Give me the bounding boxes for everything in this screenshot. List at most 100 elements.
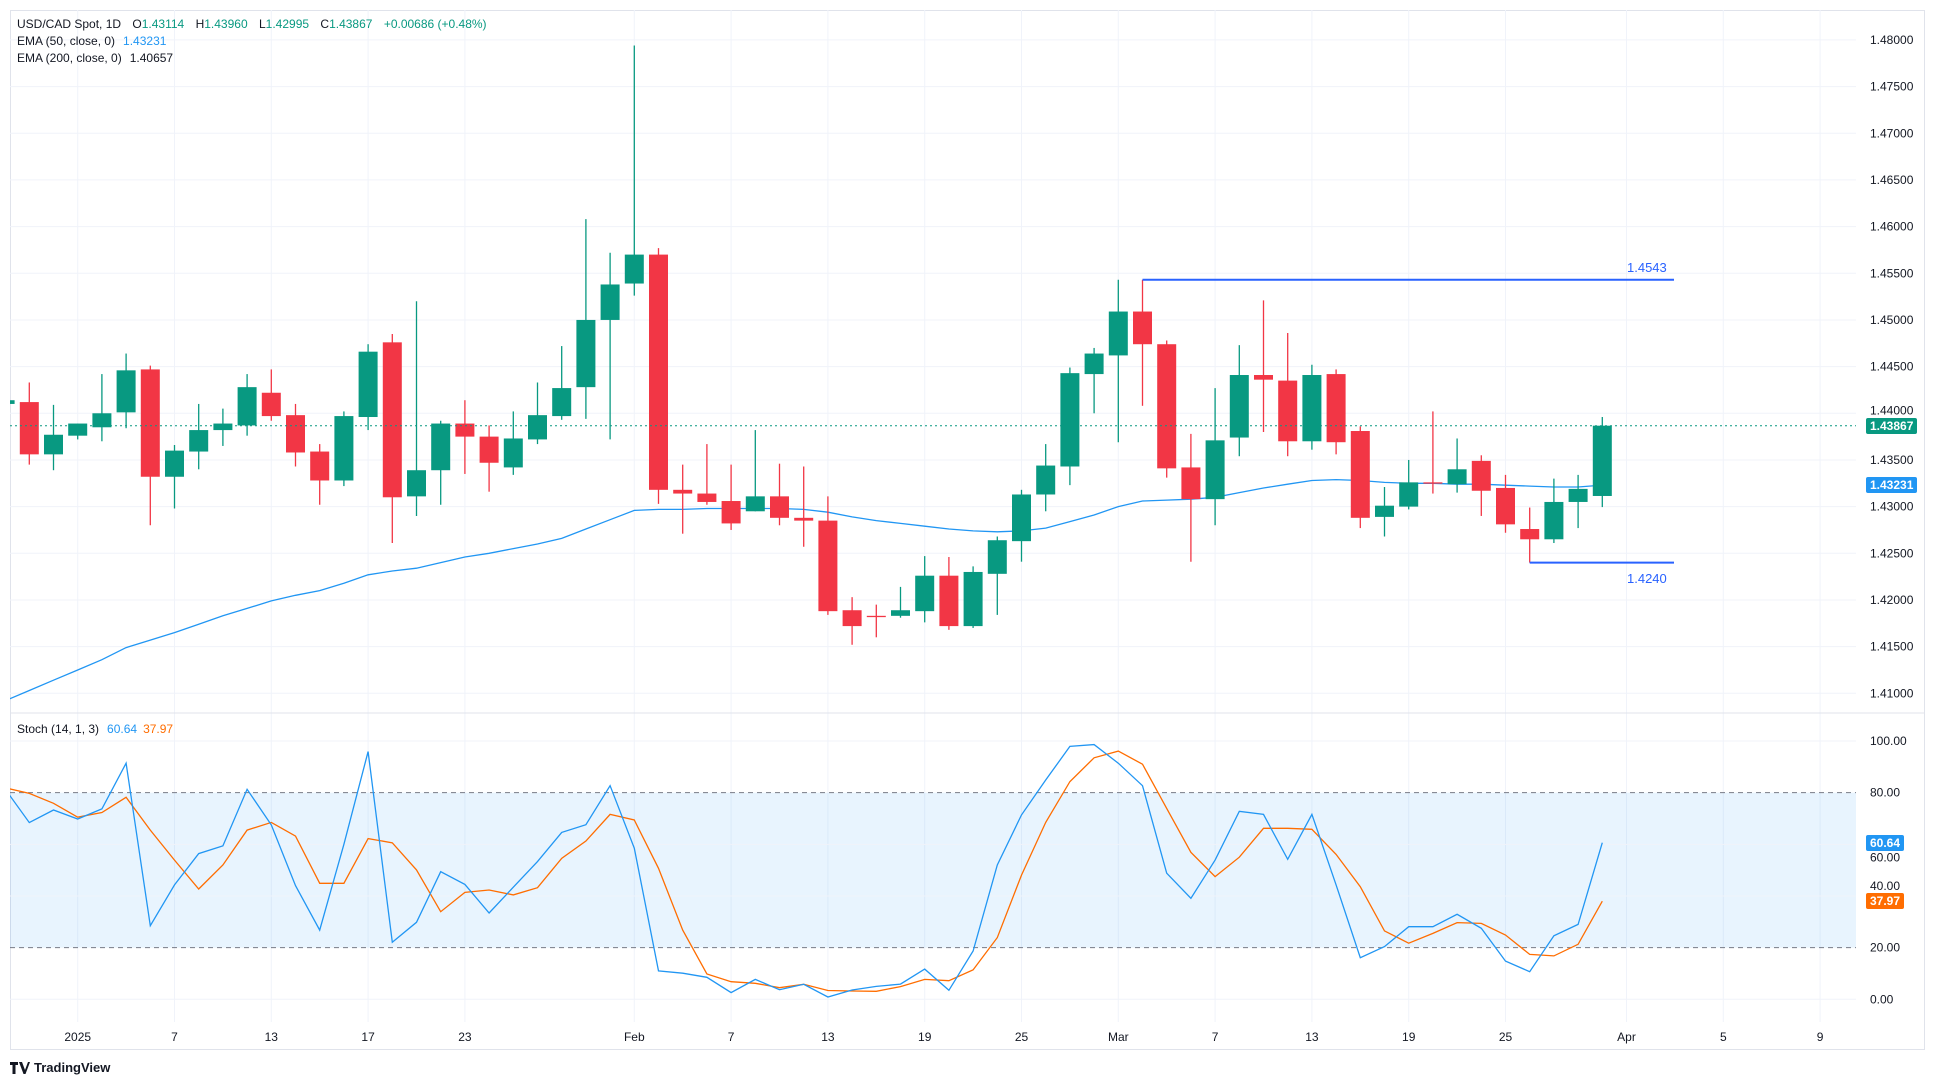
price-tick-label: 1.48000 xyxy=(1870,33,1914,47)
candle-body xyxy=(794,517,814,521)
candle xyxy=(1278,333,1298,457)
x-tick-label: Apr xyxy=(1617,1030,1636,1044)
candle-body xyxy=(261,392,281,417)
candle-body xyxy=(10,400,15,404)
candle-body xyxy=(1302,375,1322,442)
price-tick-label: 1.45500 xyxy=(1870,266,1914,280)
candle-body xyxy=(503,438,523,468)
candle xyxy=(963,566,983,628)
x-tick-label: 23 xyxy=(458,1030,472,1044)
candle-body xyxy=(1036,465,1056,495)
ema200-label: EMA (200, close, 0) xyxy=(17,51,122,65)
candle-body xyxy=(44,434,63,455)
price-tick-label: 1.47500 xyxy=(1870,80,1914,94)
candle xyxy=(1084,347,1104,414)
candle xyxy=(68,423,88,440)
candle xyxy=(116,353,136,429)
candle xyxy=(600,252,620,440)
candle xyxy=(1592,417,1612,508)
candle-body xyxy=(745,496,765,512)
candle xyxy=(19,382,39,465)
tradingview-logo-icon xyxy=(10,1061,30,1074)
candle xyxy=(987,536,1007,615)
candle xyxy=(407,301,426,516)
candle xyxy=(649,248,668,504)
tradingview-logo[interactable]: TradingView xyxy=(10,1060,110,1075)
ema200-legend[interactable]: EMA (200, close, 0) 1.40657 xyxy=(17,51,177,65)
candle xyxy=(455,400,475,474)
candle-body xyxy=(213,423,233,431)
candle-body xyxy=(1592,425,1612,496)
candle-body xyxy=(1350,431,1370,518)
candle xyxy=(189,403,209,470)
candle xyxy=(92,374,112,442)
candle xyxy=(1157,340,1177,478)
symbol-title[interactable]: USD/CAD Spot, 1D xyxy=(17,17,122,31)
price-tick-label: 1.43500 xyxy=(1870,453,1914,467)
candle xyxy=(673,464,693,534)
candle xyxy=(1181,433,1201,562)
candle-body xyxy=(1423,482,1443,484)
candle xyxy=(576,219,596,419)
candle xyxy=(1108,279,1128,443)
candle-body xyxy=(286,415,305,453)
x-tick-label: 5 xyxy=(1720,1030,1727,1044)
candle xyxy=(1012,489,1031,562)
candle-body xyxy=(407,470,426,497)
candle xyxy=(1205,388,1225,526)
candle xyxy=(358,344,378,431)
candle xyxy=(1229,345,1249,457)
candle-body xyxy=(189,430,209,452)
candle-body xyxy=(673,489,693,494)
candle-body xyxy=(116,370,136,413)
x-tick-label: 7 xyxy=(1212,1030,1219,1044)
candle-body xyxy=(624,254,644,284)
ema50-legend[interactable]: EMA (50, close, 0) 1.43231 xyxy=(17,34,170,48)
candle xyxy=(261,369,281,421)
ema50-label: EMA (50, close, 0) xyxy=(17,34,116,48)
symbol-legend: USD/CAD Spot, 1D O1.43114 H1.43960 L1.42… xyxy=(17,17,491,31)
candle-body xyxy=(1447,469,1467,485)
stoch-tick-label: 40.00 xyxy=(1870,879,1900,893)
x-tick-label: 9 xyxy=(1817,1030,1824,1044)
candle-body xyxy=(431,423,451,471)
x-tick-label: 19 xyxy=(918,1030,932,1044)
candle xyxy=(431,420,451,505)
x-tick-label: Feb xyxy=(624,1030,645,1044)
candle-body xyxy=(649,254,668,490)
high-value: 1.43960 xyxy=(204,17,248,31)
candle xyxy=(237,374,257,436)
candle xyxy=(697,444,717,505)
candle xyxy=(891,586,910,618)
candle xyxy=(745,430,765,512)
x-tick-label: 13 xyxy=(265,1030,279,1044)
candle xyxy=(1375,487,1394,537)
price-series xyxy=(10,45,1612,700)
x-tick-label: 25 xyxy=(1015,1030,1029,1044)
x-tick-label: Mar xyxy=(1108,1030,1129,1044)
x-tick-label: 17 xyxy=(361,1030,375,1044)
stoch-label: Stoch (14, 1, 3) xyxy=(17,722,100,736)
stoch-legend[interactable]: Stoch (14, 1, 3) 60.64 37.97 xyxy=(17,722,177,736)
candle-body xyxy=(1229,375,1249,438)
candle xyxy=(44,404,63,471)
candle-body xyxy=(1496,487,1515,525)
candle xyxy=(552,346,572,420)
stoch-k-value: 60.64 xyxy=(107,722,138,736)
candle xyxy=(1133,279,1152,406)
candle xyxy=(165,445,184,509)
candle xyxy=(10,400,15,404)
price-tick-label: 1.44500 xyxy=(1870,360,1914,374)
tradingview-logo-text: TradingView xyxy=(34,1060,111,1075)
resistance-level-label: 1.4543 xyxy=(1627,260,1667,275)
candle xyxy=(1060,367,1080,486)
candle xyxy=(915,556,935,623)
candle-body xyxy=(1012,494,1031,542)
price-tick-label: 1.47000 xyxy=(1870,126,1914,140)
candle-body xyxy=(1375,505,1394,517)
candle-body xyxy=(1278,380,1298,442)
x-tick-label: 7 xyxy=(171,1030,178,1044)
candle-body xyxy=(600,284,620,320)
candle xyxy=(334,411,354,487)
